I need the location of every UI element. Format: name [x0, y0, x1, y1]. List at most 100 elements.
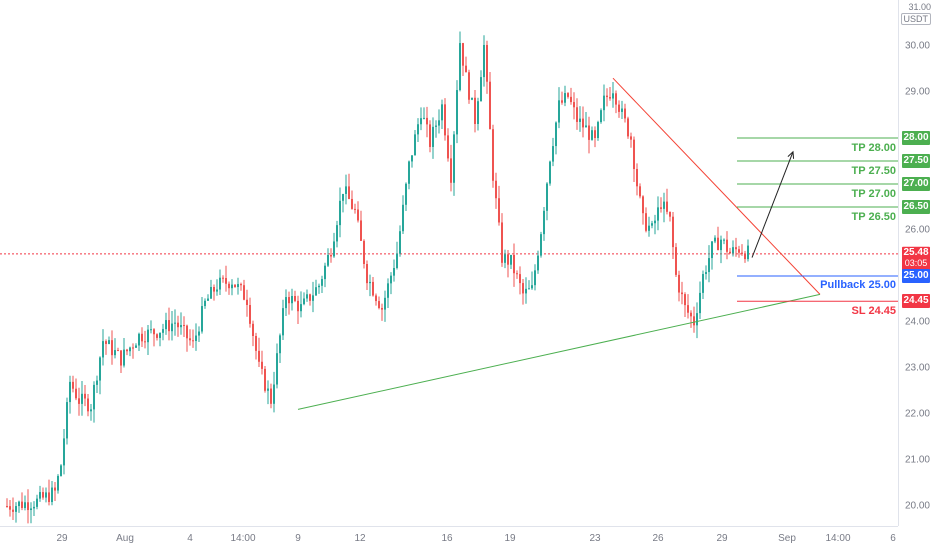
candle-body	[525, 288, 527, 294]
sl-label: SL 24.45	[851, 305, 896, 317]
candle-body	[528, 288, 530, 290]
upper-trendline[interactable]	[612, 77, 821, 295]
candle-body	[618, 104, 620, 112]
candle-body	[375, 295, 377, 302]
time-axis[interactable]: 29 Aug 4 14:00 9 12 16 19 23 26 29 Sep 1…	[0, 526, 898, 551]
candle-body	[150, 329, 152, 331]
candle-body	[15, 506, 17, 512]
time-tick: 29	[716, 533, 728, 544]
lower-trendline[interactable]	[297, 293, 821, 410]
candle-body	[510, 254, 512, 265]
candle-body	[603, 95, 605, 111]
candle-body	[651, 223, 653, 226]
candle-body	[348, 186, 350, 199]
projection-arrow[interactable]	[751, 150, 795, 258]
candle-body	[708, 258, 710, 273]
candle-body	[243, 285, 245, 300]
price-tick: 30.00	[904, 40, 930, 52]
candle-body	[417, 124, 419, 135]
candle-body	[114, 350, 116, 356]
candle-body	[117, 350, 119, 352]
candle-body	[717, 237, 719, 251]
candle-body	[393, 267, 395, 276]
candle-body	[144, 341, 146, 343]
currency-indicator[interactable]: 31.00 USDT	[900, 2, 931, 25]
candle-body	[327, 255, 329, 266]
candle-body	[591, 130, 593, 140]
time-tick: 12	[354, 533, 366, 544]
candle-body	[555, 122, 557, 147]
candle-body	[660, 207, 662, 209]
candle-body	[612, 93, 614, 99]
candle-body	[567, 93, 569, 97]
candle-body	[63, 438, 65, 466]
price-tick: 26.00	[904, 224, 930, 236]
candle-body	[546, 183, 548, 211]
time-tick: 6	[890, 533, 896, 544]
candle-body	[684, 294, 686, 306]
candle-body	[411, 155, 413, 162]
candle-body	[342, 193, 344, 201]
candle-body	[285, 297, 287, 309]
price-tick: 22.00	[904, 408, 930, 420]
candle-body	[294, 296, 296, 301]
sl-price-tag: 24.45	[902, 294, 930, 309]
price-tick: 20.00	[904, 500, 930, 512]
candles	[6, 31, 749, 524]
candle-body	[453, 134, 455, 183]
candle-body	[201, 306, 203, 332]
candle-body	[78, 398, 80, 404]
candle-body	[585, 125, 587, 128]
candle-body	[366, 264, 368, 284]
candle-body	[30, 508, 32, 511]
candle-body	[579, 118, 581, 122]
candle-body	[360, 220, 362, 241]
candle-body	[429, 124, 431, 147]
candle-body	[387, 283, 389, 298]
candle-body	[246, 299, 248, 306]
currency-label: USDT	[900, 13, 931, 25]
candle-body	[276, 353, 278, 385]
candle-body	[666, 201, 668, 212]
candle-body	[678, 274, 680, 293]
candle-body	[183, 325, 185, 327]
candle-body	[72, 381, 74, 389]
candle-body	[669, 211, 671, 217]
candle-body	[534, 270, 536, 286]
candle-body	[216, 289, 218, 292]
candle-body	[51, 487, 53, 503]
candle-body	[48, 492, 50, 503]
candle-body	[414, 134, 416, 156]
candle-body	[702, 274, 704, 293]
candle-body	[711, 241, 713, 259]
candle-body	[693, 316, 695, 326]
candle-body	[138, 333, 140, 346]
candle-body	[267, 388, 269, 391]
candle-body	[399, 231, 401, 254]
candle-body	[738, 249, 740, 253]
candle-body	[168, 320, 170, 332]
time-tick: 26	[652, 533, 664, 544]
candle-body	[108, 340, 110, 344]
candle-body	[264, 368, 266, 391]
level-lines	[737, 137, 898, 302]
candle-body	[249, 305, 251, 324]
candle-body	[171, 323, 173, 332]
candle-body	[36, 498, 38, 507]
candle-body	[54, 487, 56, 491]
candle-body	[363, 240, 365, 265]
candle-body	[27, 502, 29, 511]
pullback-price-tag: 25.00	[902, 269, 930, 283]
candle-body	[75, 388, 77, 399]
tp1-price-tag: 26.50	[902, 200, 930, 214]
candle-body	[303, 298, 305, 305]
candle-body	[87, 398, 89, 412]
candle-body	[42, 492, 44, 498]
candle-body	[630, 136, 632, 140]
candle-body	[378, 301, 380, 308]
candle-body	[639, 186, 641, 197]
candle-body	[744, 253, 746, 260]
time-tick: 16	[441, 533, 453, 544]
candle-body	[558, 100, 560, 123]
